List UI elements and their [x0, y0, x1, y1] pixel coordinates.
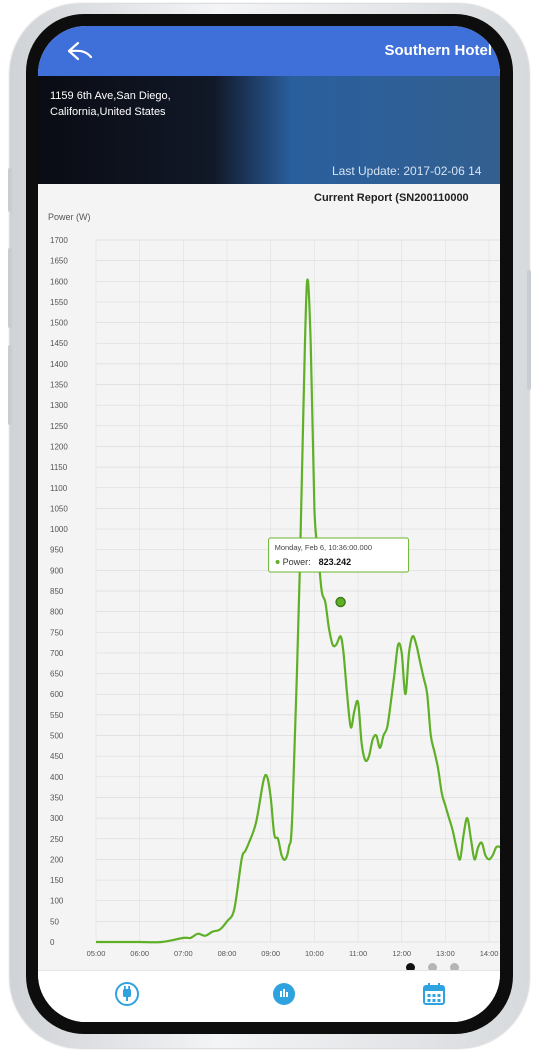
side-button-mute: [8, 168, 12, 212]
x-tick-label: 09:00: [261, 949, 280, 958]
page-dot[interactable]: [406, 963, 415, 972]
y-tick-label: 450: [50, 752, 64, 761]
y-tick-label: 100: [50, 897, 64, 906]
side-button-volume-up: [8, 248, 12, 328]
x-tick-label: 07:00: [174, 949, 193, 958]
last-update: Last Update: 2017-02-06 14: [332, 164, 482, 178]
y-tick-label: 1400: [50, 360, 68, 369]
y-tick-label: 850: [50, 587, 64, 596]
y-tick-label: 950: [50, 546, 64, 555]
y-tick-label: 650: [50, 670, 64, 679]
report-icon: [273, 983, 295, 1005]
y-tick-label: 150: [50, 876, 64, 885]
x-tick-label: 12:00: [392, 949, 411, 958]
hotel-name: Southern Hotel: [384, 42, 493, 59]
y-tick-label: 550: [50, 711, 64, 720]
x-tick-labels: 05:00 06:00 07:00 08:00 09:00 10:00 11:00 12:00…: [87, 949, 499, 958]
y-tick-labels: 0 50 100 150 200 250 300 350 400 450 500 550 600 650 7…: [50, 236, 68, 947]
page-dot[interactable]: [428, 963, 437, 972]
y-tick-label: 0: [50, 938, 55, 947]
side-button-volume-down: [8, 345, 12, 425]
y-tick-label: 500: [50, 732, 64, 741]
tab-bar: [38, 970, 500, 1022]
y-tick-label: 800: [50, 608, 64, 617]
y-tick-label: 1350: [50, 381, 68, 390]
x-tick-label: 08:00: [218, 949, 237, 958]
x-tick-label: 05:00: [87, 949, 106, 958]
x-tick-label: 10:00: [305, 949, 324, 958]
x-tick-label: 11:00: [349, 949, 367, 958]
y-tick-label: 900: [50, 566, 64, 575]
y-tick-label: 1450: [50, 339, 68, 348]
app-header: Southern Hotel: [38, 26, 500, 76]
screen: Southern Hotel 1159 6th Ave,San Diego, C…: [38, 26, 500, 1022]
report-title: Current Report (SN200110000: [314, 192, 469, 204]
hotel-banner: 1159 6th Ave,San Diego, California,Unite…: [38, 76, 500, 184]
y-tick-label: 1650: [50, 257, 68, 266]
power-chart[interactable]: 0 50 100 150 200 250 300 350 400 450 500 550 600 650 7…: [38, 184, 500, 970]
tab-calendar[interactable]: [419, 979, 449, 1009]
page-dot[interactable]: [450, 963, 459, 972]
chart-tooltip: Monday, Feb 6, 10:36:00.000 Power: 823.2…: [268, 537, 410, 573]
y-tick-label: 1200: [50, 442, 68, 451]
y-tick-label: 1150: [50, 463, 68, 472]
y-tick-label: 1700: [50, 236, 68, 245]
calendar-icon: [423, 983, 445, 1005]
y-tick-label: 250: [50, 835, 64, 844]
y-tick-label: 350: [50, 793, 64, 802]
y-tick-label: 750: [50, 628, 64, 637]
tooltip-label: Power:: [283, 557, 311, 567]
y-tick-label: 50: [50, 917, 59, 926]
y-tick-label: 600: [50, 690, 64, 699]
tooltip-value: 823.242: [319, 557, 352, 567]
tab-plug[interactable]: [112, 979, 142, 1009]
y-tick-label: 1500: [50, 319, 68, 328]
x-tick-label: 06:00: [130, 949, 149, 958]
y-tick-label: 1600: [50, 277, 68, 286]
x-tick-label: 13:00: [436, 949, 455, 958]
page-indicator[interactable]: [38, 960, 500, 976]
y-tick-label: 400: [50, 773, 64, 782]
plug-icon: [115, 982, 139, 1006]
y-tick-label: 1050: [50, 504, 68, 513]
x-tick-label: 14:00: [480, 949, 499, 958]
y-tick-label: 1250: [50, 422, 68, 431]
y-tick-label: 200: [50, 855, 64, 864]
hotel-address: 1159 6th Ave,San Diego, California,Unite…: [50, 90, 171, 118]
tab-report[interactable]: [269, 979, 299, 1009]
side-button-power: [527, 270, 531, 390]
y-tick-label: 1000: [50, 525, 68, 534]
tooltip-marker[interactable]: [335, 596, 346, 608]
back-arrow-icon[interactable]: [66, 40, 94, 62]
chart-grid: [95, 239, 500, 943]
y-tick-label: 1550: [50, 298, 68, 307]
y-tick-label: 700: [50, 649, 64, 658]
y-tick-label: 1300: [50, 401, 68, 410]
tooltip-date: Monday, Feb 6, 10:36:00.000: [275, 543, 372, 552]
y-tick-label: 300: [50, 814, 64, 823]
power-series-line[interactable]: [95, 278, 500, 944]
y-axis-label: Power (W): [48, 212, 91, 222]
y-tick-label: 1100: [50, 484, 68, 493]
tooltip-bullet: [275, 560, 280, 565]
